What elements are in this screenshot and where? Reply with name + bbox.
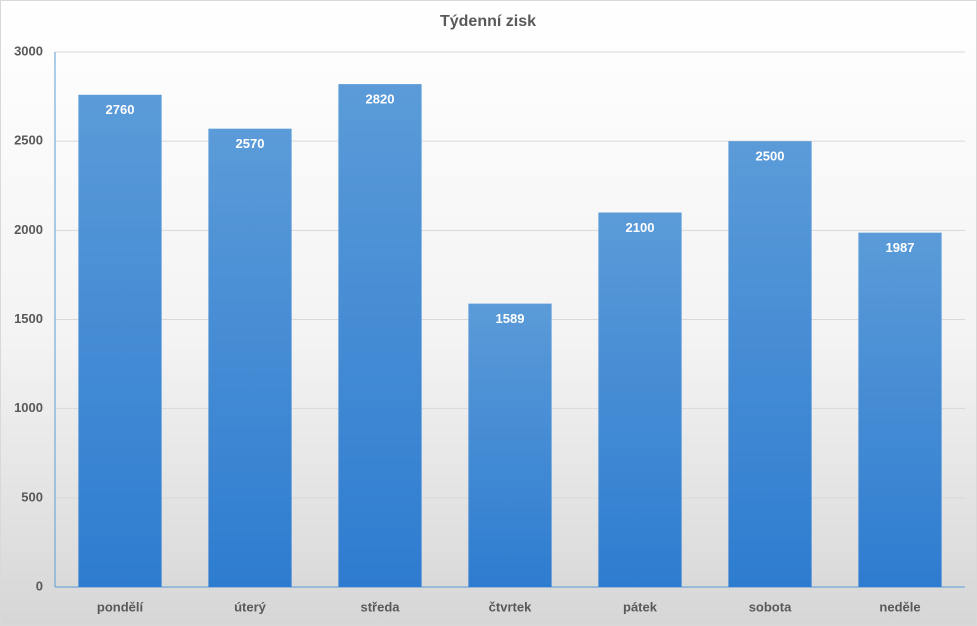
bar bbox=[468, 303, 552, 587]
x-tick-label: středa bbox=[360, 599, 400, 614]
value-label: 1987 bbox=[886, 240, 915, 255]
bar bbox=[208, 128, 292, 587]
y-tick-label: 0 bbox=[36, 578, 43, 593]
y-tick-label: 2500 bbox=[14, 133, 43, 148]
x-tick-label: čtvrtek bbox=[489, 599, 532, 614]
bar bbox=[728, 141, 812, 587]
bar bbox=[858, 232, 942, 587]
bar bbox=[598, 212, 682, 587]
value-label: 1589 bbox=[496, 311, 525, 326]
x-tick-label: pátek bbox=[623, 599, 658, 614]
y-tick-label: 2000 bbox=[14, 222, 43, 237]
value-label: 2820 bbox=[366, 92, 395, 107]
x-tick-label: úterý bbox=[234, 599, 267, 614]
x-tick-label: neděle bbox=[879, 599, 920, 614]
value-label: 2500 bbox=[756, 149, 785, 164]
x-tick-label: sobota bbox=[749, 599, 792, 614]
y-tick-label: 1000 bbox=[14, 400, 43, 415]
value-label: 2100 bbox=[626, 220, 655, 235]
y-tick-label: 3000 bbox=[14, 43, 43, 58]
value-label: 2760 bbox=[106, 102, 135, 117]
y-tick-label: 1500 bbox=[14, 311, 43, 326]
bar bbox=[338, 84, 422, 587]
bar bbox=[78, 94, 162, 588]
x-tick-label: pondělí bbox=[97, 599, 144, 614]
value-label: 2570 bbox=[236, 136, 265, 151]
chart-title: Týdenní zisk bbox=[440, 13, 536, 30]
y-tick-label: 500 bbox=[21, 489, 43, 504]
